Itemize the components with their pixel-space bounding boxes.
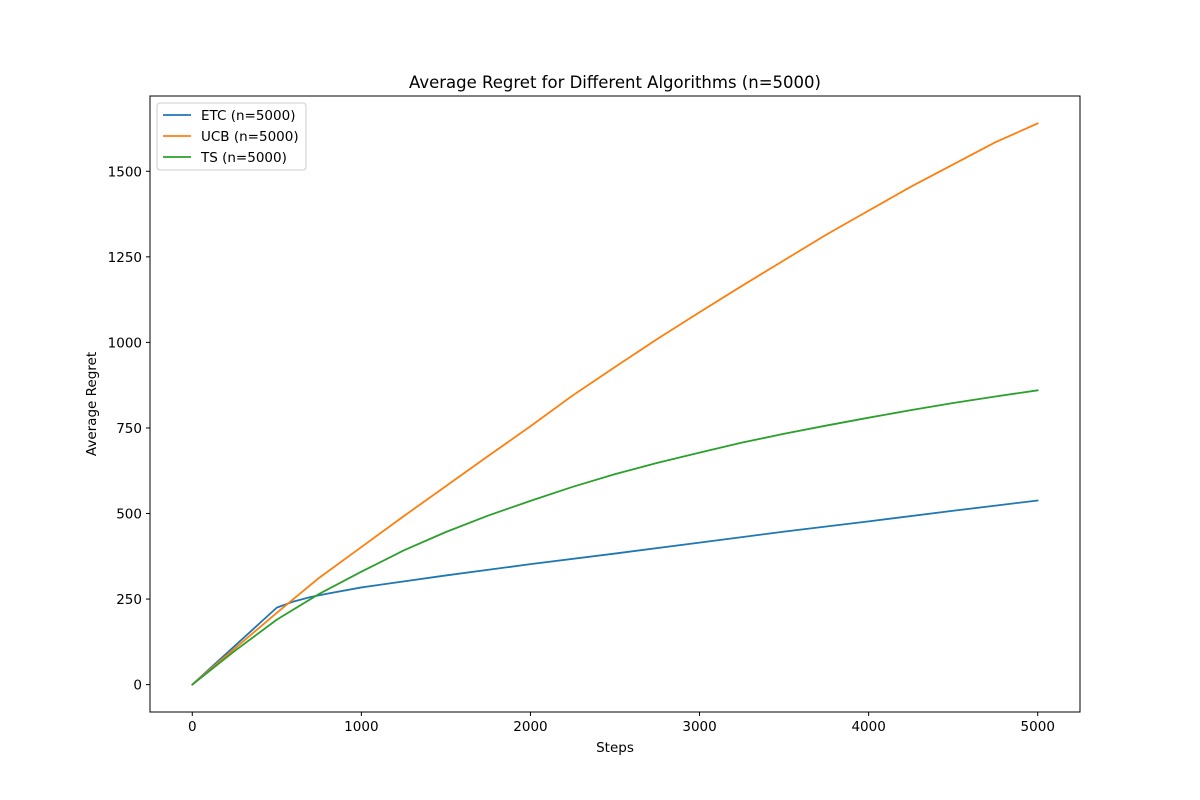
x-tick-label: 3000: [682, 719, 716, 735]
y-tick-label: 1500: [108, 164, 142, 180]
y-axis: 0 250 500 750 1000 1250 1500: [108, 164, 150, 694]
x-axis-label: Steps: [596, 740, 634, 756]
y-tick-label: 750: [116, 421, 142, 437]
y-axis-label: Average Regret: [84, 352, 100, 456]
series-line-0: [191, 499, 1039, 686]
x-tick-label: 1000: [344, 719, 378, 735]
series-group: [191, 122, 1039, 686]
y-tick-label: 1000: [108, 335, 142, 351]
x-tick-label: 0: [188, 719, 197, 735]
y-tick-label: 1250: [108, 250, 142, 266]
x-axis: 0 1000 2000 3000 4000 5000: [188, 712, 1055, 735]
series-line-1: [191, 122, 1039, 686]
series-line-2: [191, 389, 1039, 686]
legend-label-2: TS (n=5000): [200, 150, 287, 166]
x-tick-label: 2000: [513, 719, 547, 735]
legend-box: [156, 102, 307, 171]
y-tick-label: 0: [133, 678, 142, 694]
legend-label-0: ETC (n=5000): [201, 108, 295, 124]
x-tick-label: 5000: [1021, 719, 1055, 735]
plot-frame: [149, 95, 1081, 713]
legend-label-1: UCB (n=5000): [201, 129, 299, 145]
y-tick-label: 250: [116, 592, 142, 608]
chart-title: Average Regret for Different Algorithms …: [409, 73, 821, 92]
x-tick-label: 4000: [851, 719, 885, 735]
y-tick-label: 500: [116, 507, 142, 523]
legend: ETC (n=5000) UCB (n=5000) TS (n=5000): [156, 102, 307, 171]
